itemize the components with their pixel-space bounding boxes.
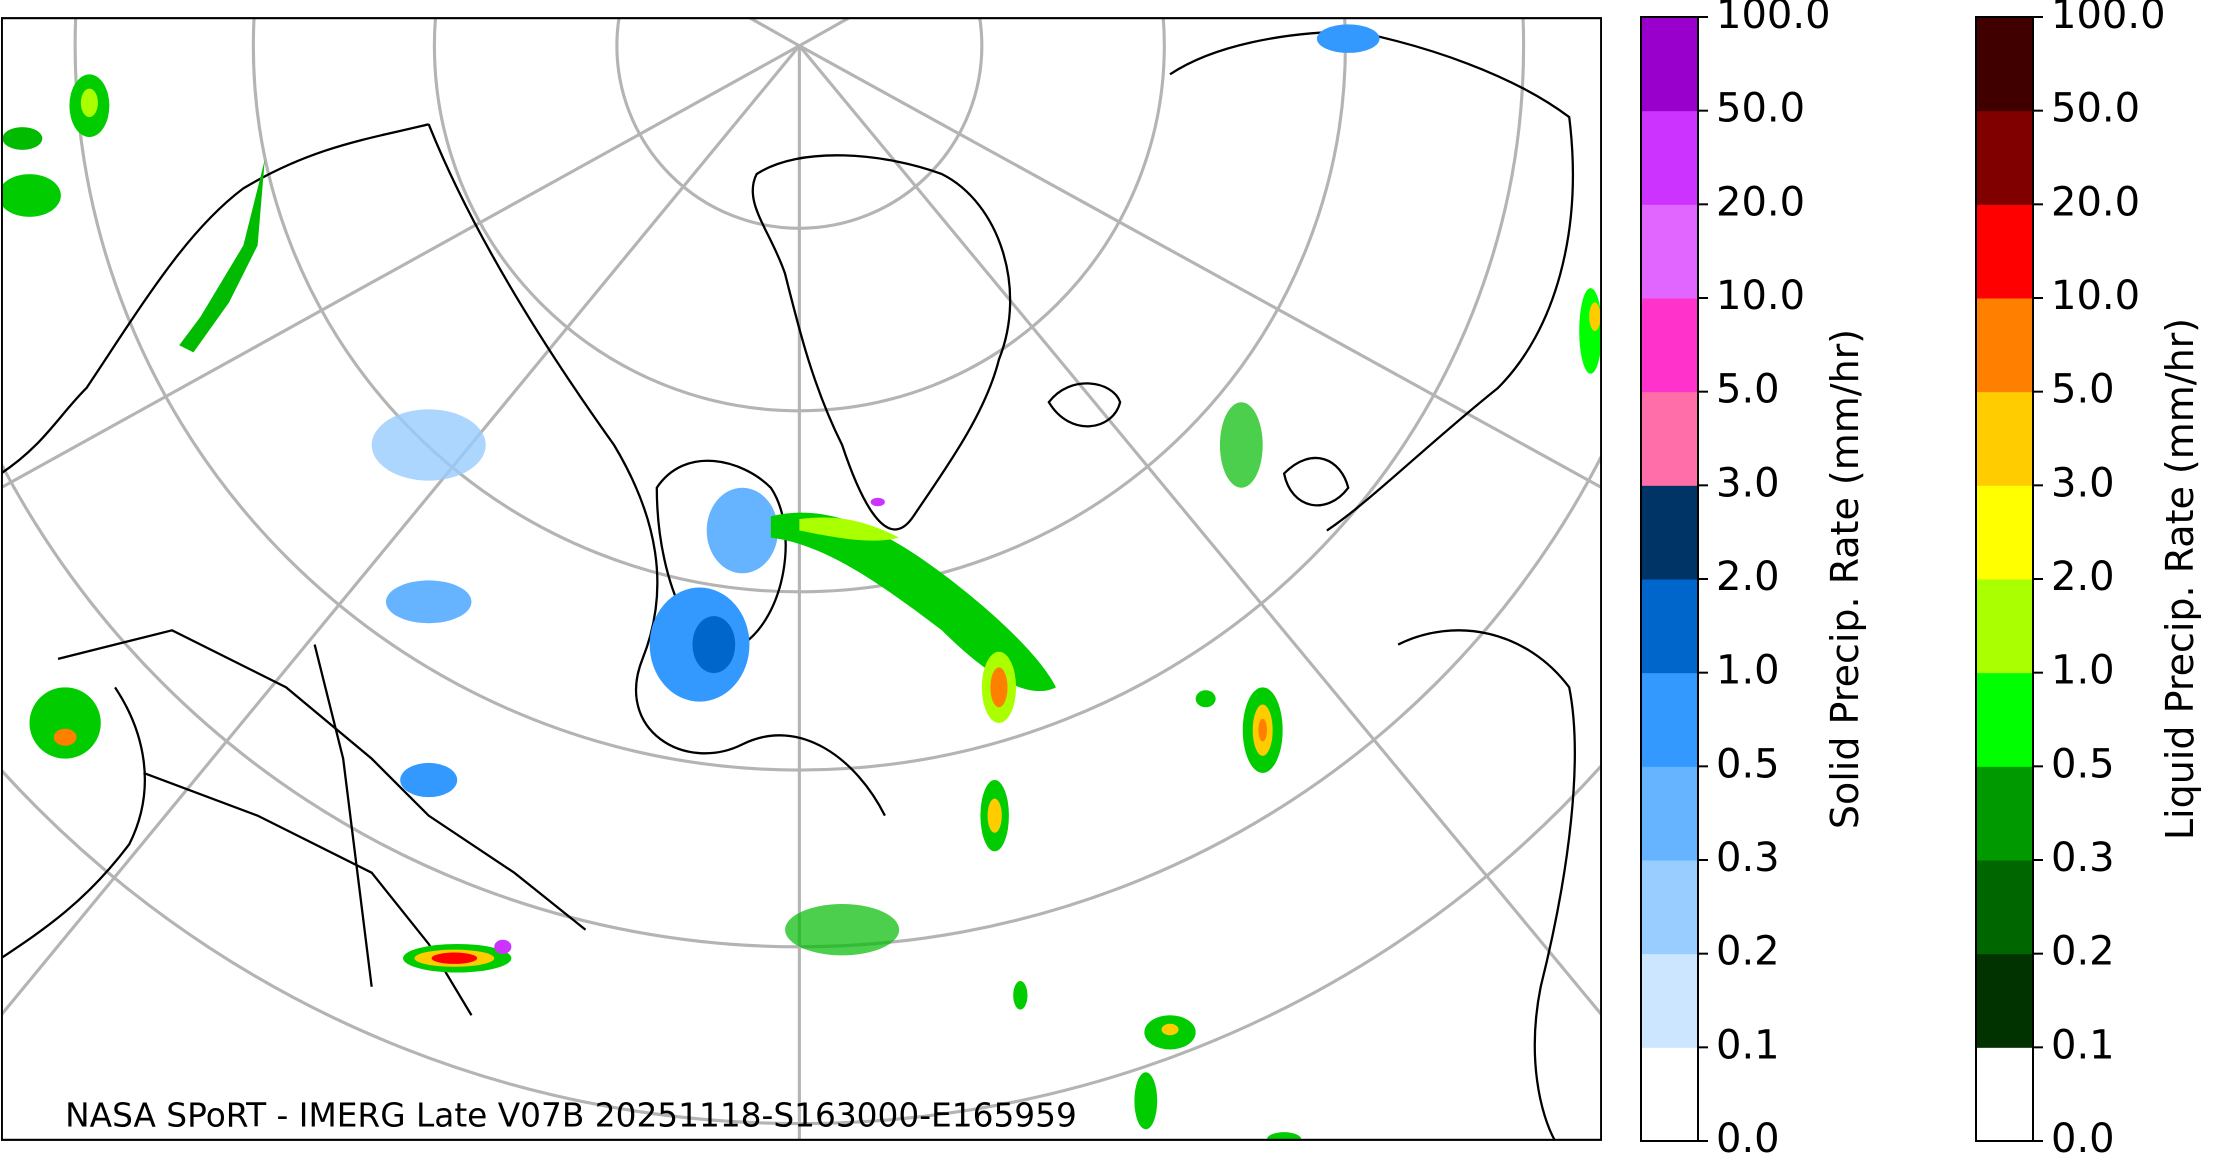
- colorbar-tick-label: 0.5: [2051, 741, 2115, 787]
- colorbar-tick-label: 0.2: [2051, 929, 2115, 975]
- colorbar-tick-label: 100.0: [2051, 0, 2166, 38]
- colorbar-segment: [1641, 298, 1698, 393]
- colorbar-tick-label: 100.0: [1716, 0, 1831, 38]
- credit: NASA SPoRT - IMERG Late V07B 20251118-S1…: [65, 1096, 1077, 1134]
- colorbar-tick-label: 10.0: [2051, 273, 2140, 319]
- colorbar-segment: [1641, 860, 1698, 955]
- colorbar-segment: [1641, 1047, 1698, 1142]
- colorbar-tick-label: 3.0: [2051, 460, 2115, 506]
- colorbar-tick-label: 0.3: [2051, 835, 2115, 881]
- colorbar-segment: [1641, 17, 1698, 112]
- colorbar-segment: [1641, 766, 1698, 861]
- colorbar-tick-label: 0.0: [1716, 1116, 1780, 1162]
- colorbar-label: Liquid Precip. Rate (mm/hr): [2158, 318, 2202, 840]
- colorbar-tick-label: 2.0: [2051, 554, 2115, 600]
- colorbar-tick-label: 0.1: [1716, 1022, 1780, 1068]
- colorbar-segment: [1641, 485, 1698, 580]
- colorbar-tick-label: 0.5: [1716, 741, 1780, 787]
- colorbar-segment: [1641, 953, 1698, 1048]
- colorbar-tick-label: 10.0: [1716, 273, 1805, 319]
- colorbar-tick-label: 0.2: [1716, 929, 1780, 975]
- colorbar-tick-label: 20.0: [2051, 179, 2140, 225]
- colorbar-segment: [1976, 204, 2033, 299]
- colorbar-segment: [1976, 485, 2033, 580]
- colorbar-segment: [1976, 860, 2033, 955]
- colorbar-segment: [1976, 110, 2033, 205]
- map: NASA SPoRT - IMERG Late V07B 20251118-S1…: [1, 17, 1602, 1141]
- colorbar-tick-label: 1.0: [1716, 648, 1780, 694]
- graticule: [1, 17, 1602, 1141]
- colorbar-tick-label: 50.0: [1716, 86, 1805, 132]
- colorbar-segment: [1976, 953, 2033, 1048]
- colorbar-segment: [1641, 579, 1698, 674]
- colorbar-segment: [1641, 391, 1698, 486]
- colorbar-segment: [1641, 204, 1698, 299]
- colorbar-tick-label: 50.0: [2051, 86, 2140, 132]
- colorbar-segment: [1976, 579, 2033, 674]
- colorbar-segment: [1976, 298, 2033, 393]
- colorbar-segment: [1976, 391, 2033, 486]
- colorbar-segment: [1641, 110, 1698, 205]
- colorbar-tick-label: 0.0: [2051, 1116, 2115, 1162]
- colorbar-tick-label: 0.1: [2051, 1022, 2115, 1068]
- map-frame: [1, 17, 1602, 1141]
- colorbar-tick-label: 1.0: [2051, 648, 2115, 694]
- colorbar-segment: [1976, 766, 2033, 861]
- colorbar-tick-label: 2.0: [1716, 554, 1780, 600]
- map-content: NASA SPoRT - IMERG Late V07B 20251118-S1…: [1, 17, 1602, 1141]
- colorbar-segment: [1976, 672, 2033, 767]
- colorbar-segment: [1976, 17, 2033, 112]
- colorbar-tick-label: 3.0: [1716, 460, 1780, 506]
- colorbar-tick-label: 5.0: [1716, 367, 1780, 413]
- colorbar-tick-label: 5.0: [2051, 367, 2115, 413]
- colorbar-tick-label: 20.0: [1716, 179, 1805, 225]
- precipitation: [1, 24, 1602, 1141]
- colorbar-segment: [1641, 672, 1698, 767]
- colorbar-tick-label: 0.3: [1716, 835, 1780, 881]
- colorbar-label: Solid Precip. Rate (mm/hr): [1823, 329, 1867, 829]
- colorbar-segment: [1976, 1047, 2033, 1142]
- coastlines: [1, 30, 1576, 1141]
